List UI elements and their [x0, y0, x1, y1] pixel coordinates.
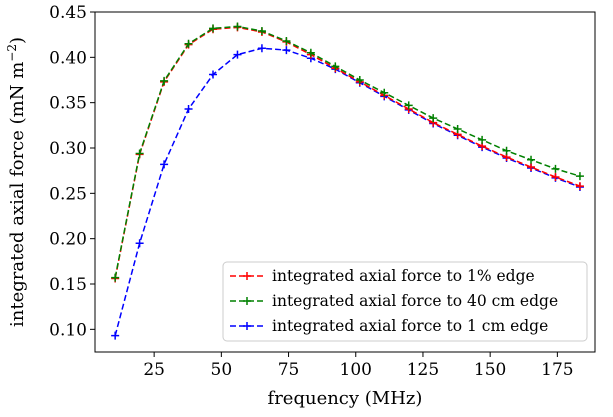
y-axis-label-main: integrated axial force (mN m: [7, 62, 28, 327]
data-point: [429, 114, 438, 123]
y-tick-label: 0.20: [49, 230, 87, 250]
x-tick-label: 175: [541, 360, 573, 380]
y-axis-label: integrated axial force (mN m−2): [5, 37, 28, 327]
data-point: [160, 160, 169, 169]
data-point: [282, 46, 291, 55]
data-point: [135, 149, 144, 158]
data-point: [135, 239, 144, 248]
data-point: [184, 39, 193, 48]
data-point: [527, 163, 536, 172]
data-point: [209, 24, 218, 33]
legend-label-1cm-edge: integrated axial force to 1 cm edge: [272, 317, 548, 335]
data-point: [111, 331, 120, 340]
legend-box: [222, 261, 588, 342]
series-1cm-edge-line: [114, 47, 581, 336]
x-tick-label: 75: [278, 360, 300, 380]
x-tick-label: 25: [143, 360, 165, 380]
series-layer: [111, 22, 584, 340]
data-point: [355, 76, 364, 84]
legend: integrated axial force to 1% edge integr…: [222, 261, 588, 342]
data-point: [551, 164, 560, 173]
y-tick-label: 0.15: [49, 275, 87, 295]
y-tick-label: 0.35: [49, 94, 87, 114]
data-point: [282, 37, 291, 46]
y-tick-label: 0.40: [49, 48, 87, 68]
data-point: [380, 88, 389, 97]
x-tick-label: 50: [211, 360, 233, 380]
data-point: [502, 146, 511, 155]
data-point: [233, 22, 242, 31]
ticks: 25 50 75 100 125 150 175 0.10 0.15 0.20 0.25 0.30 0.…: [49, 3, 573, 380]
data-point: [306, 48, 315, 57]
data-point: [233, 50, 242, 59]
x-axis-label: frequency (MHz): [268, 388, 423, 409]
series-1pct-edge-line: [114, 26, 581, 279]
x-tick-label: 150: [474, 360, 506, 380]
data-point: [257, 27, 266, 36]
legend-label-1pct-edge: integrated axial force to 1% edge: [272, 267, 535, 285]
y-tick-label: 0.30: [49, 139, 87, 159]
data-point: [551, 173, 560, 182]
data-point: [453, 124, 462, 133]
data-point: [575, 182, 584, 191]
data-point: [527, 155, 536, 164]
data-point: [257, 44, 266, 53]
data-point: [404, 101, 413, 110]
y-tick-label: 0.25: [49, 184, 87, 204]
data-point: [184, 105, 193, 114]
data-point: [331, 62, 340, 71]
legend-marker-1pct-edge: [243, 272, 251, 280]
x-tick-label: 125: [407, 360, 439, 380]
legend-marker-1cm-edge: [243, 322, 251, 330]
data-point: [478, 135, 487, 144]
data-point: [111, 273, 120, 282]
x-tick-label: 100: [340, 360, 372, 380]
series-40cm-edge-line: [114, 25, 581, 278]
legend-label-40cm-edge: integrated axial force to 40 cm edge: [272, 292, 558, 310]
legend-marker-40cm-edge: [243, 297, 251, 305]
data-point: [209, 70, 218, 79]
series-40cm-edge: [111, 22, 584, 282]
y-tick-label: 0.45: [49, 3, 87, 23]
y-tick-label: 0.10: [49, 320, 87, 340]
data-point: [575, 172, 584, 181]
data-point: [160, 76, 169, 85]
y-axis-label-close: ): [7, 37, 28, 44]
y-axis-label-sup: −2: [5, 44, 19, 62]
